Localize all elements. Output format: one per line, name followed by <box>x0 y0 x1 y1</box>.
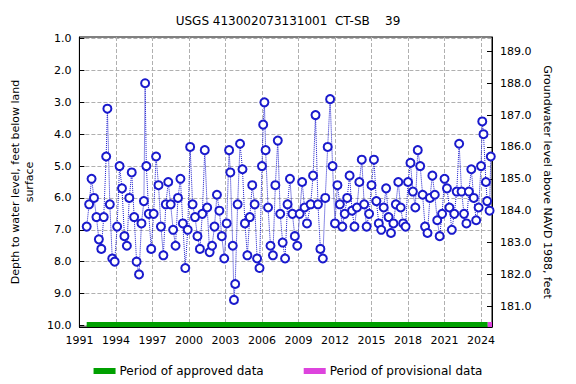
svg-text:Period of provisional data: Period of provisional data <box>330 364 483 378</box>
svg-text:184.0: 184.0 <box>500 204 532 217</box>
svg-text:181.0: 181.0 <box>500 300 532 313</box>
svg-text:1.0: 1.0 <box>54 32 72 45</box>
svg-text:2012: 2012 <box>321 334 349 347</box>
svg-text:3.0: 3.0 <box>54 96 72 109</box>
svg-text:2.0: 2.0 <box>54 64 72 77</box>
svg-text:9.0: 9.0 <box>54 287 72 300</box>
svg-text:Depth to water level, feet bel: Depth to water level, feet below land <box>9 80 22 285</box>
svg-text:189.0: 189.0 <box>500 45 532 58</box>
svg-text:2021: 2021 <box>431 334 459 347</box>
svg-text:8.0: 8.0 <box>54 255 72 268</box>
svg-text:1991: 1991 <box>65 334 93 347</box>
svg-text:10.0: 10.0 <box>47 319 72 332</box>
svg-text:7.0: 7.0 <box>54 223 72 236</box>
svg-text:2003: 2003 <box>211 334 239 347</box>
svg-text:182.0: 182.0 <box>500 268 532 281</box>
svg-text:Period of approved data: Period of approved data <box>120 364 264 378</box>
svg-text:183.0: 183.0 <box>500 236 532 249</box>
svg-text:2018: 2018 <box>394 334 422 347</box>
svg-text:188.0: 188.0 <box>500 77 532 90</box>
svg-text:1997: 1997 <box>138 334 166 347</box>
svg-text:USGS 413002073131001 CT-SB: USGS 413002073131001 CT-SB 39 <box>176 14 401 28</box>
svg-text:187.0: 187.0 <box>500 109 532 122</box>
svg-text:4.0: 4.0 <box>54 128 72 141</box>
svg-text:1994: 1994 <box>102 334 130 347</box>
svg-text:Groundwater level above NAVD 1: Groundwater level above NAVD 1988, feet <box>541 65 554 299</box>
svg-text:2024: 2024 <box>467 334 495 347</box>
svg-text:6.0: 6.0 <box>54 191 72 204</box>
svg-text:2009: 2009 <box>284 334 312 347</box>
svg-text:surface: surface <box>23 161 36 202</box>
svg-text:185.0: 185.0 <box>500 172 532 185</box>
svg-text:2015: 2015 <box>358 334 386 347</box>
svg-text:186.0: 186.0 <box>500 140 532 153</box>
svg-text:5.0: 5.0 <box>54 160 72 173</box>
svg-text:2000: 2000 <box>175 334 203 347</box>
svg-text:2006: 2006 <box>248 334 276 347</box>
